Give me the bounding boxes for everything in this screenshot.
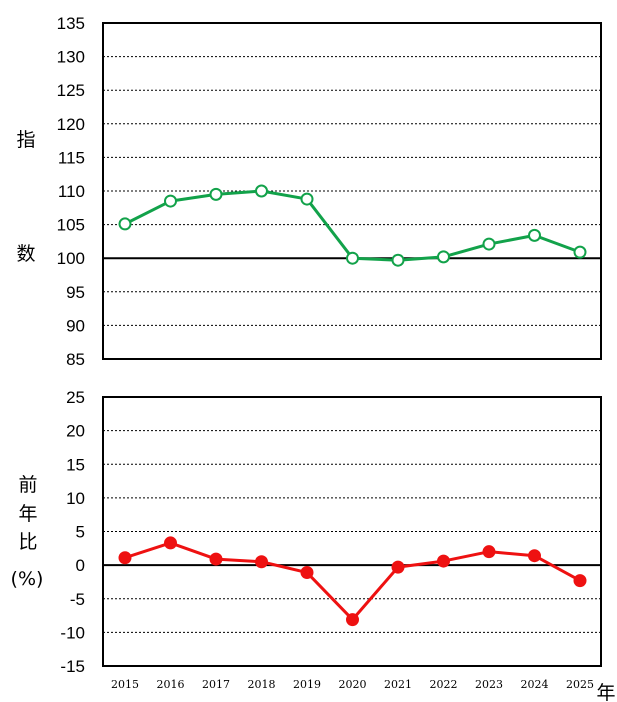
y-axis-label: 数 bbox=[16, 243, 35, 265]
y-axis-label: 前 bbox=[18, 474, 37, 496]
data-point bbox=[118, 551, 132, 565]
y-tick-label: -15 bbox=[60, 657, 85, 676]
data-point bbox=[118, 217, 132, 231]
data-point bbox=[391, 560, 405, 574]
x-tick-label: 2024 bbox=[521, 678, 549, 691]
data-point bbox=[300, 566, 314, 580]
y-tick-label: 0 bbox=[76, 556, 85, 575]
data-point bbox=[164, 194, 177, 208]
x-tick-label: 2025 bbox=[566, 678, 594, 691]
x-tick-label: 2016 bbox=[157, 678, 185, 691]
y-tick-label: 20 bbox=[66, 422, 85, 441]
x-tick-label: 2023 bbox=[475, 678, 503, 691]
data-point bbox=[255, 184, 268, 198]
x-tick-label: 2020 bbox=[339, 678, 367, 691]
y-tick-label: 5 bbox=[76, 523, 85, 542]
data-point bbox=[482, 237, 496, 251]
y-tick-label: 90 bbox=[66, 316, 85, 335]
plot-frame bbox=[102, 396, 602, 667]
data-point bbox=[346, 613, 359, 627]
data-point bbox=[437, 554, 450, 568]
y-tick-label: 135 bbox=[57, 14, 85, 33]
data-point bbox=[437, 250, 450, 264]
y-tick-label: 95 bbox=[66, 283, 85, 302]
series-line bbox=[124, 189, 581, 262]
data-point bbox=[573, 245, 587, 259]
y-tick-label: 115 bbox=[58, 148, 85, 167]
y-axis-label: (%) bbox=[11, 568, 44, 590]
y-tick-label: 100 bbox=[57, 249, 85, 268]
y-axis-label: 比 bbox=[18, 531, 37, 553]
data-point bbox=[209, 187, 223, 201]
chart-panel-2: 25 20 15 10 5 0 -5 -10 -15 前年比 (%) bbox=[11, 388, 602, 676]
x-tick-label: 2018 bbox=[248, 678, 276, 691]
y-tick-label: 25 bbox=[66, 388, 85, 407]
y-axis-label: 指 bbox=[16, 129, 35, 151]
data-point bbox=[528, 228, 541, 242]
data-point bbox=[209, 552, 223, 566]
y-tick-label: -10 bbox=[60, 623, 85, 642]
y-tick-label: 125 bbox=[57, 81, 85, 100]
data-point bbox=[164, 536, 177, 550]
x-axis-label: 年 bbox=[596, 682, 615, 702]
y-tick-label: 10 bbox=[66, 489, 85, 508]
x-tick-label: 2019 bbox=[293, 678, 321, 691]
data-point bbox=[300, 192, 314, 206]
x-tick-label: 2022 bbox=[430, 678, 458, 691]
y-tick-label: 15 bbox=[66, 455, 85, 474]
y-tick-label: -5 bbox=[70, 590, 85, 609]
chart-panel-1: 135 130 125 120 115 110 105 100 95 90 85 指数 bbox=[16, 14, 602, 369]
x-tick-label: 2017 bbox=[202, 678, 230, 691]
data-point bbox=[482, 545, 496, 559]
data-point bbox=[255, 555, 268, 569]
y-tick-label: 105 bbox=[57, 216, 85, 235]
data-point bbox=[391, 253, 405, 267]
data-point bbox=[528, 549, 541, 563]
plot-frame bbox=[102, 22, 602, 360]
series-line bbox=[124, 541, 581, 622]
y-axis-label: 年 bbox=[18, 503, 37, 525]
x-tick-label: 2015 bbox=[111, 678, 139, 691]
data-point bbox=[573, 574, 587, 588]
x-tick-label: 2021 bbox=[384, 678, 412, 691]
y-tick-label: 110 bbox=[58, 182, 85, 201]
data-point bbox=[346, 251, 359, 265]
y-tick-label: 130 bbox=[57, 48, 85, 67]
y-tick-label: 85 bbox=[66, 350, 85, 369]
y-tick-label: 120 bbox=[57, 115, 85, 134]
